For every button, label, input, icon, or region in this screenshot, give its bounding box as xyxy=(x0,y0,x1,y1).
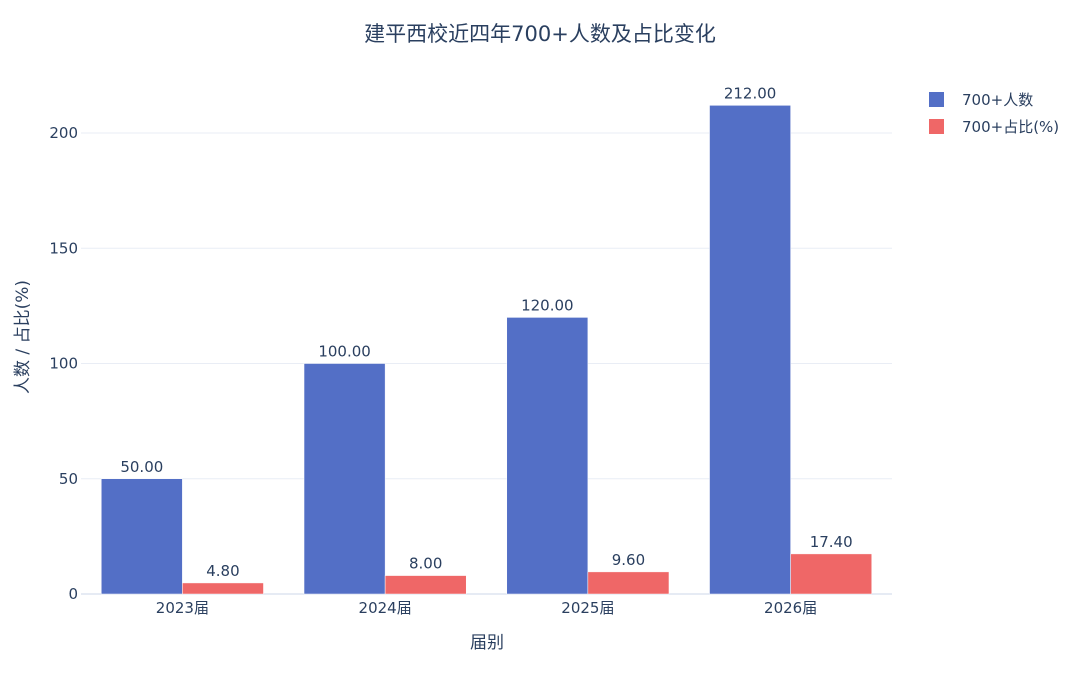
y-tick-label: 50 xyxy=(59,470,78,488)
bars xyxy=(101,105,872,595)
bar xyxy=(587,571,670,595)
bar xyxy=(506,317,589,595)
x-axis-title: 届别 xyxy=(470,633,504,653)
y-tick-label: 100 xyxy=(49,355,78,373)
bar xyxy=(790,553,872,595)
data-label: 50.00 xyxy=(120,458,163,476)
y-tick-label: 150 xyxy=(49,239,78,257)
y-axis-ticks: 0 50 100 150 200 xyxy=(49,124,78,603)
data-label: 4.80 xyxy=(206,562,239,580)
data-labels: 50.00 4.80 100.00 8.00 120.00 9.60 212.00 17.40 xyxy=(120,84,852,580)
data-label: 100.00 xyxy=(318,343,371,361)
bar xyxy=(709,105,791,595)
bar xyxy=(384,575,467,595)
x-tick-label: 2026届 xyxy=(764,599,817,617)
x-tick-label: 2024届 xyxy=(359,599,412,617)
chart-title: 建平西校近四年700+人数及占比变化 xyxy=(364,22,716,46)
data-label: 212.00 xyxy=(724,84,777,102)
data-label: 9.60 xyxy=(612,551,645,569)
legend-swatch xyxy=(929,92,944,107)
bar xyxy=(303,363,386,595)
y-tick-label: 0 xyxy=(68,585,78,603)
x-tick-label: 2025届 xyxy=(561,599,614,617)
legend-label: 700+占比(%) xyxy=(962,118,1059,136)
bar xyxy=(182,582,264,595)
data-label: 8.00 xyxy=(409,555,442,573)
legend-swatch xyxy=(929,119,944,134)
legend: 700+人数 700+占比(%) xyxy=(929,91,1059,136)
y-tick-label: 200 xyxy=(49,124,78,142)
y-axis-title: 人数 / 占比(%) xyxy=(13,280,33,394)
x-axis-ticks: 2023届 2024届 2025届 2026届 xyxy=(156,599,817,617)
bar xyxy=(101,478,183,595)
x-tick-label: 2023届 xyxy=(156,599,209,617)
data-label: 17.40 xyxy=(810,533,853,551)
legend-label: 700+人数 xyxy=(962,91,1033,109)
data-label: 120.00 xyxy=(521,296,574,314)
